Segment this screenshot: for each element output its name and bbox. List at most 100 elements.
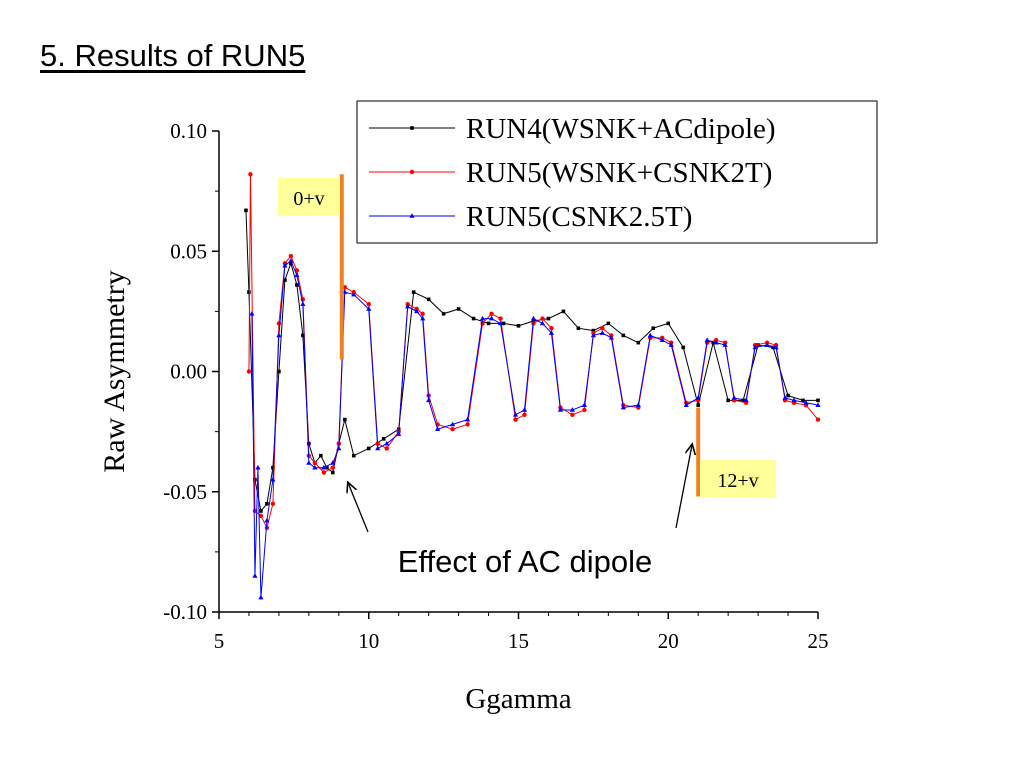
data-point xyxy=(321,464,327,470)
data-point xyxy=(342,417,347,422)
legend-label: RUN5(CSNK2.5T) xyxy=(466,201,692,233)
legend-label: RUN4(WSNK+ACdipole) xyxy=(466,113,776,145)
data-point xyxy=(549,326,554,331)
data-point xyxy=(258,513,264,518)
data-point xyxy=(530,315,537,321)
data-point xyxy=(294,272,300,278)
data-point xyxy=(539,320,546,326)
data-point xyxy=(288,258,294,263)
data-point xyxy=(608,335,614,340)
data-point xyxy=(295,283,299,287)
data-point xyxy=(582,407,587,413)
data-point xyxy=(606,321,611,326)
data-point xyxy=(312,464,318,470)
data-point xyxy=(277,369,281,374)
data-point xyxy=(636,340,641,345)
data-point xyxy=(312,460,318,466)
data-point xyxy=(696,403,700,407)
data-point xyxy=(396,431,402,436)
y-tick-label: 0.10 xyxy=(170,119,207,143)
data-point xyxy=(414,308,420,314)
label-box-12v xyxy=(700,460,776,498)
data-point xyxy=(384,440,390,446)
data-point xyxy=(711,340,715,345)
data-point xyxy=(319,453,323,458)
data-point xyxy=(381,437,386,441)
x-tick-label: 15 xyxy=(508,629,529,653)
series-3 xyxy=(249,258,821,600)
data-point xyxy=(264,517,270,523)
data-point xyxy=(244,208,248,213)
data-point xyxy=(409,213,415,218)
data-point xyxy=(713,339,719,345)
x-tick-label: 25 xyxy=(808,629,829,653)
y-tick-label: -0.10 xyxy=(163,600,207,624)
y-axis-label: Raw Asymmetry xyxy=(98,270,131,473)
data-point xyxy=(252,573,258,578)
data-point xyxy=(288,253,294,259)
data-point xyxy=(801,398,805,403)
data-point xyxy=(366,446,371,451)
data-point xyxy=(248,172,253,177)
data-point xyxy=(465,422,470,427)
data-point xyxy=(384,446,389,451)
data-point xyxy=(489,311,494,316)
data-point xyxy=(331,470,335,475)
data-point xyxy=(456,307,461,311)
data-point xyxy=(668,342,674,347)
data-point xyxy=(435,426,441,432)
arrow-left xyxy=(348,482,369,533)
data-point xyxy=(600,326,605,331)
data-point xyxy=(270,476,276,482)
data-point xyxy=(276,332,282,338)
data-point xyxy=(815,402,821,407)
legend-item-1: RUN4(WSNK+ACdipole) xyxy=(369,113,776,145)
x-axis-label: Ggamma xyxy=(465,683,571,715)
data-point xyxy=(731,395,737,400)
data-point xyxy=(726,398,730,403)
label-0v: 0+v xyxy=(293,188,324,210)
data-point xyxy=(301,333,305,338)
data-point xyxy=(501,321,506,326)
data-point xyxy=(351,291,357,297)
data-point xyxy=(426,297,431,302)
data-point xyxy=(366,301,371,307)
data-point xyxy=(247,290,251,294)
data-point xyxy=(283,278,287,282)
data-point xyxy=(651,326,656,331)
data-point xyxy=(366,306,372,311)
data-point xyxy=(450,427,455,432)
data-point xyxy=(522,412,527,417)
annotation-ac-dipole: Effect of AC dipole xyxy=(398,544,652,579)
legend-label: RUN5(WSNK+CSNK2T) xyxy=(466,157,772,189)
data-point xyxy=(704,337,710,343)
data-point xyxy=(756,343,760,347)
data-point xyxy=(557,407,564,412)
y-tick-label: 0.00 xyxy=(170,360,207,384)
legend-item-2: RUN5(WSNK+CSNK2T) xyxy=(369,157,772,189)
data-point xyxy=(548,330,555,335)
data-point xyxy=(666,321,671,326)
data-point xyxy=(512,411,519,417)
data-point xyxy=(743,397,749,403)
label-box-0v xyxy=(278,178,340,216)
data-point xyxy=(570,412,575,417)
data-point xyxy=(486,321,491,326)
axes-group: 5 10 15 20 25 0.10 0.05 0.00 -0.05 -0.10 Ggamma Raw… xyxy=(98,119,829,715)
data-point xyxy=(576,326,581,331)
data-point xyxy=(321,470,327,475)
data-point xyxy=(471,316,476,321)
label-12v: 12+v xyxy=(717,470,758,492)
legend-group: RUN4(WSNK+ACdipole) RUN5(WSNK+CSNK2T) RUN5… xyxy=(356,100,878,244)
x-tick-label: 20 xyxy=(658,629,679,653)
data-point xyxy=(259,509,263,513)
y-tick-label: 0.05 xyxy=(170,239,207,263)
data-point xyxy=(516,324,521,328)
data-point xyxy=(599,330,605,335)
data-point xyxy=(410,126,414,130)
data-point xyxy=(546,316,551,321)
data-point xyxy=(289,261,293,266)
data-point xyxy=(659,337,665,343)
data-point xyxy=(590,332,596,338)
